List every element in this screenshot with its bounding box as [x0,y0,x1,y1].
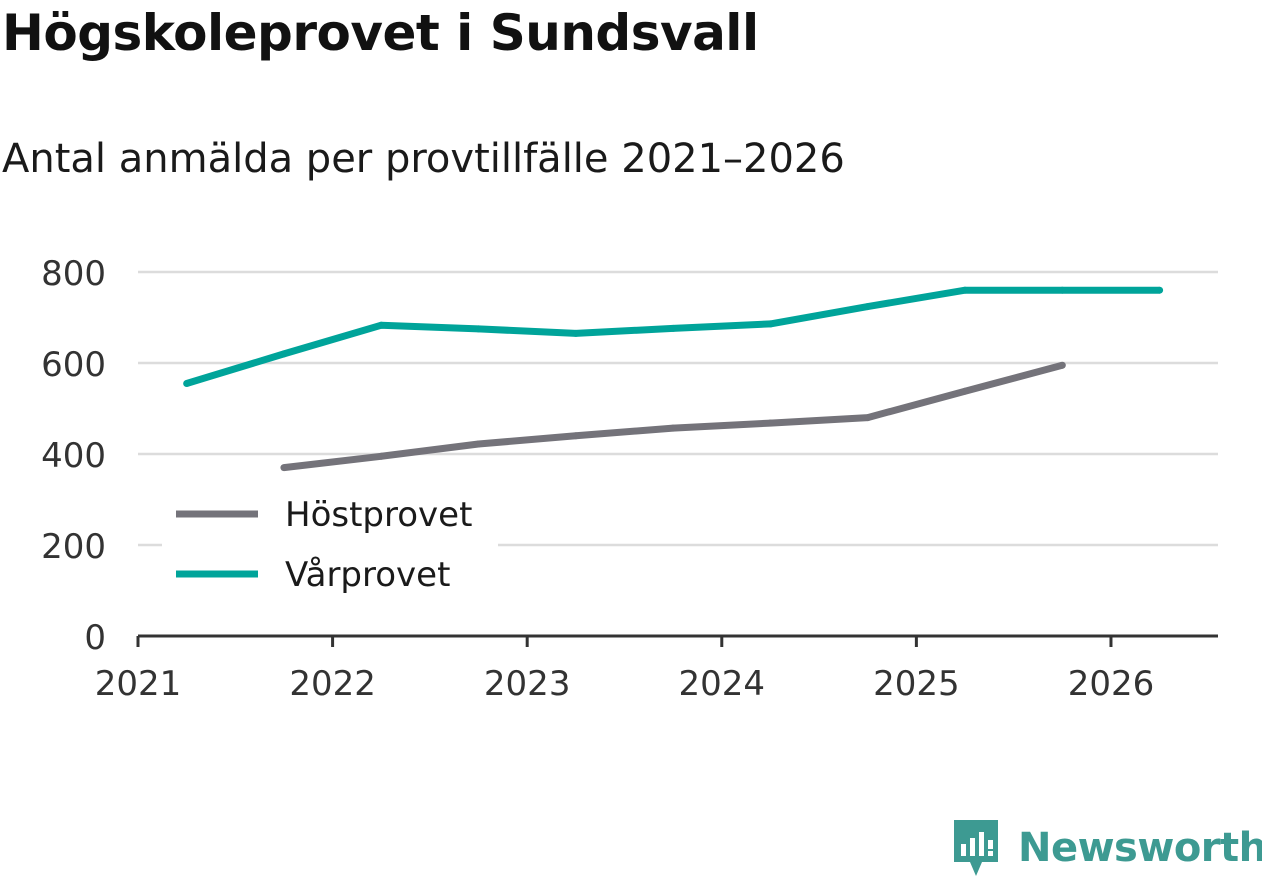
data-point-hostprovet [377,452,385,460]
y-tick-label: 0 [84,618,106,658]
data-point-hostprovet [1058,361,1066,369]
x-tick-label: 2023 [484,664,571,704]
data-point-varprovet [572,329,580,337]
data-point-hostprovet [864,414,872,422]
series-line-hostprovet [283,361,1064,472]
data-point-varprovet [475,325,483,333]
x-tick-label: 2026 [1068,664,1155,704]
data-point-hostprovet [961,387,969,395]
data-point-varprovet [1058,286,1066,294]
data-point-hostprovet [280,464,288,472]
legend-label: Höstprovet [285,495,472,535]
data-point-varprovet [280,350,288,358]
x-tick-label: 2022 [289,664,376,704]
data-point-varprovet [377,321,385,329]
data-point-hostprovet [572,432,580,440]
x-tick-label: 2021 [95,664,182,704]
brand-logo: Newsworthy [952,818,1262,878]
data-point-hostprovet [669,424,677,432]
x-tick-label: 2024 [679,664,766,704]
y-tick-label: 800 [41,254,106,294]
x-tick-label: 2025 [873,664,960,704]
legend-background [162,488,498,610]
series-line-varprovet [185,286,1160,387]
chart-title: Högskoleprovet i Sundsvall [2,4,759,62]
data-point-varprovet [669,324,677,332]
legend-label: Vårprovet [285,555,450,595]
newsworthy-logo-icon [954,820,998,876]
y-tick-label: 200 [41,527,106,567]
y-tick-label: 400 [41,436,106,476]
data-point-varprovet [961,286,969,294]
y-tick-label: 600 [41,345,106,385]
data-point-varprovet [183,379,191,387]
brand-name: Newsworthy [1018,825,1262,871]
data-point-varprovet [766,320,774,328]
data-point-hostprovet [475,440,483,448]
data-point-hostprovet [766,419,774,427]
chart-subtitle: Antal anmälda per provtillfälle 2021–202… [2,136,845,182]
data-point-varprovet [864,303,872,311]
data-point-varprovet [1156,286,1164,294]
